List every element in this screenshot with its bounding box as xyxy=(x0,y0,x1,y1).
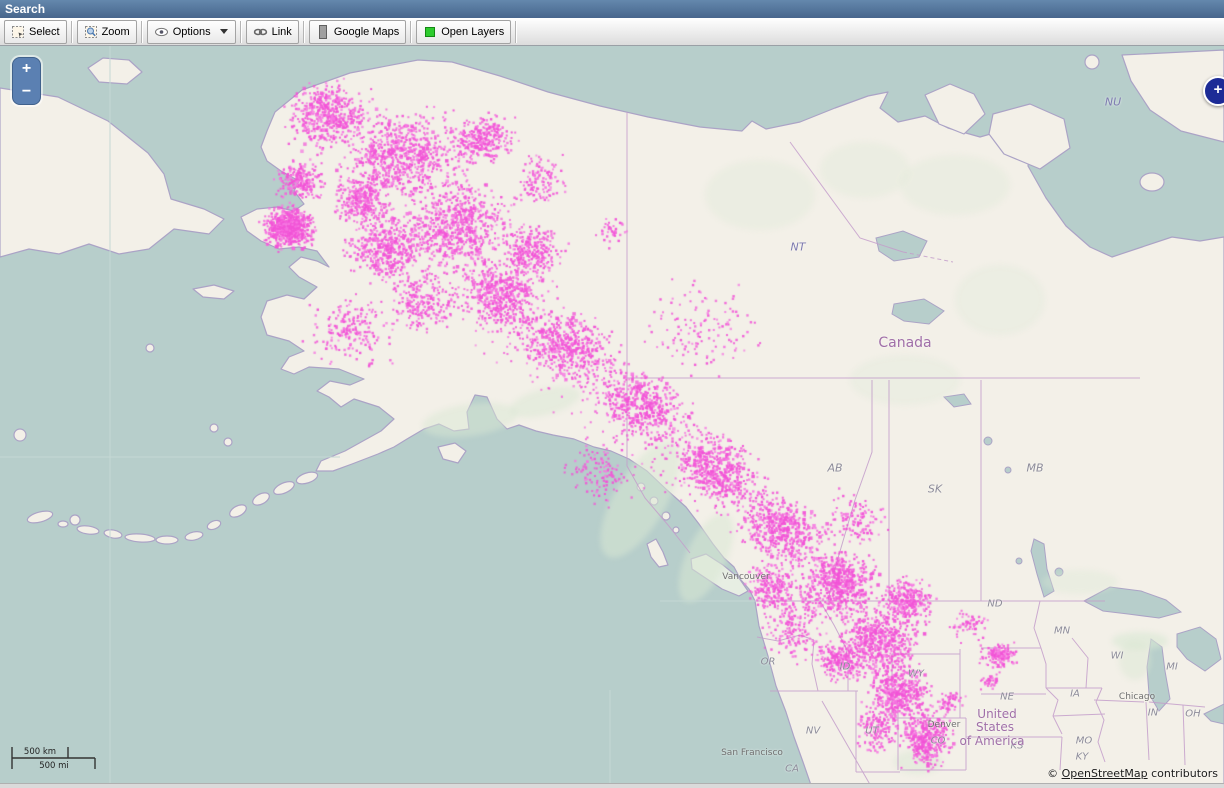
zoom-control: + − xyxy=(12,57,41,105)
openstreetmap-link[interactable]: OpenStreetMap xyxy=(1061,767,1148,780)
toolbar-separator xyxy=(70,20,73,43)
attribution: © OpenStreetMap contributors xyxy=(1047,767,1218,780)
zoom-in-button[interactable]: + xyxy=(21,60,32,77)
toolbar-button-label: Zoom xyxy=(101,25,130,38)
toolbar-button-label: Google Maps xyxy=(333,25,400,38)
google-maps-icon xyxy=(316,24,330,39)
toolbar-button-label: Options xyxy=(172,25,211,38)
toolbar-separator xyxy=(239,20,242,43)
zoom-out-button[interactable]: − xyxy=(21,83,32,100)
toolbar-button-zoom[interactable]: Zoom xyxy=(76,19,137,44)
toolbar-button-label: Select xyxy=(29,25,60,38)
link-icon xyxy=(253,25,268,39)
toolbar-separator xyxy=(140,20,143,43)
bottom-strip xyxy=(0,783,1224,788)
toolbar-button-google-maps[interactable]: Google Maps xyxy=(308,19,407,44)
toolbar-button-options[interactable]: Options xyxy=(146,19,236,44)
toolbar-separator xyxy=(515,20,518,43)
open-layers-icon xyxy=(423,25,437,39)
chevron-down-icon xyxy=(219,28,229,35)
attribution-prefix: © xyxy=(1047,767,1062,780)
map-toolbar: Select Zoom Options Link Google Maps Open Lay… xyxy=(0,18,1224,46)
toolbar-button-link[interactable]: Link xyxy=(245,19,299,44)
page-title: Search xyxy=(5,2,46,16)
zoom-icon xyxy=(84,25,98,39)
toolbar-button-open-layers[interactable]: Open Layers xyxy=(416,19,512,44)
toolbar-separator xyxy=(410,20,413,43)
window-title-bar: Search xyxy=(0,0,1224,18)
toolbar-button-select[interactable]: Select xyxy=(4,19,67,44)
occurrence-dots-layer xyxy=(0,46,1224,788)
attribution-suffix: contributors xyxy=(1147,767,1218,780)
layer-switcher-button[interactable]: + xyxy=(1203,76,1224,106)
toolbar-button-label: Link xyxy=(271,25,292,38)
toolbar-button-label: Open Layers xyxy=(441,25,505,38)
toolbar-separator xyxy=(302,20,305,43)
map-viewport[interactable]: NT NU Canada AB SK MB ND MN WI MI IA NE KS MO CO UT NV CA… xyxy=(0,46,1224,788)
select-icon xyxy=(11,25,25,39)
options-eye-icon xyxy=(154,25,169,39)
